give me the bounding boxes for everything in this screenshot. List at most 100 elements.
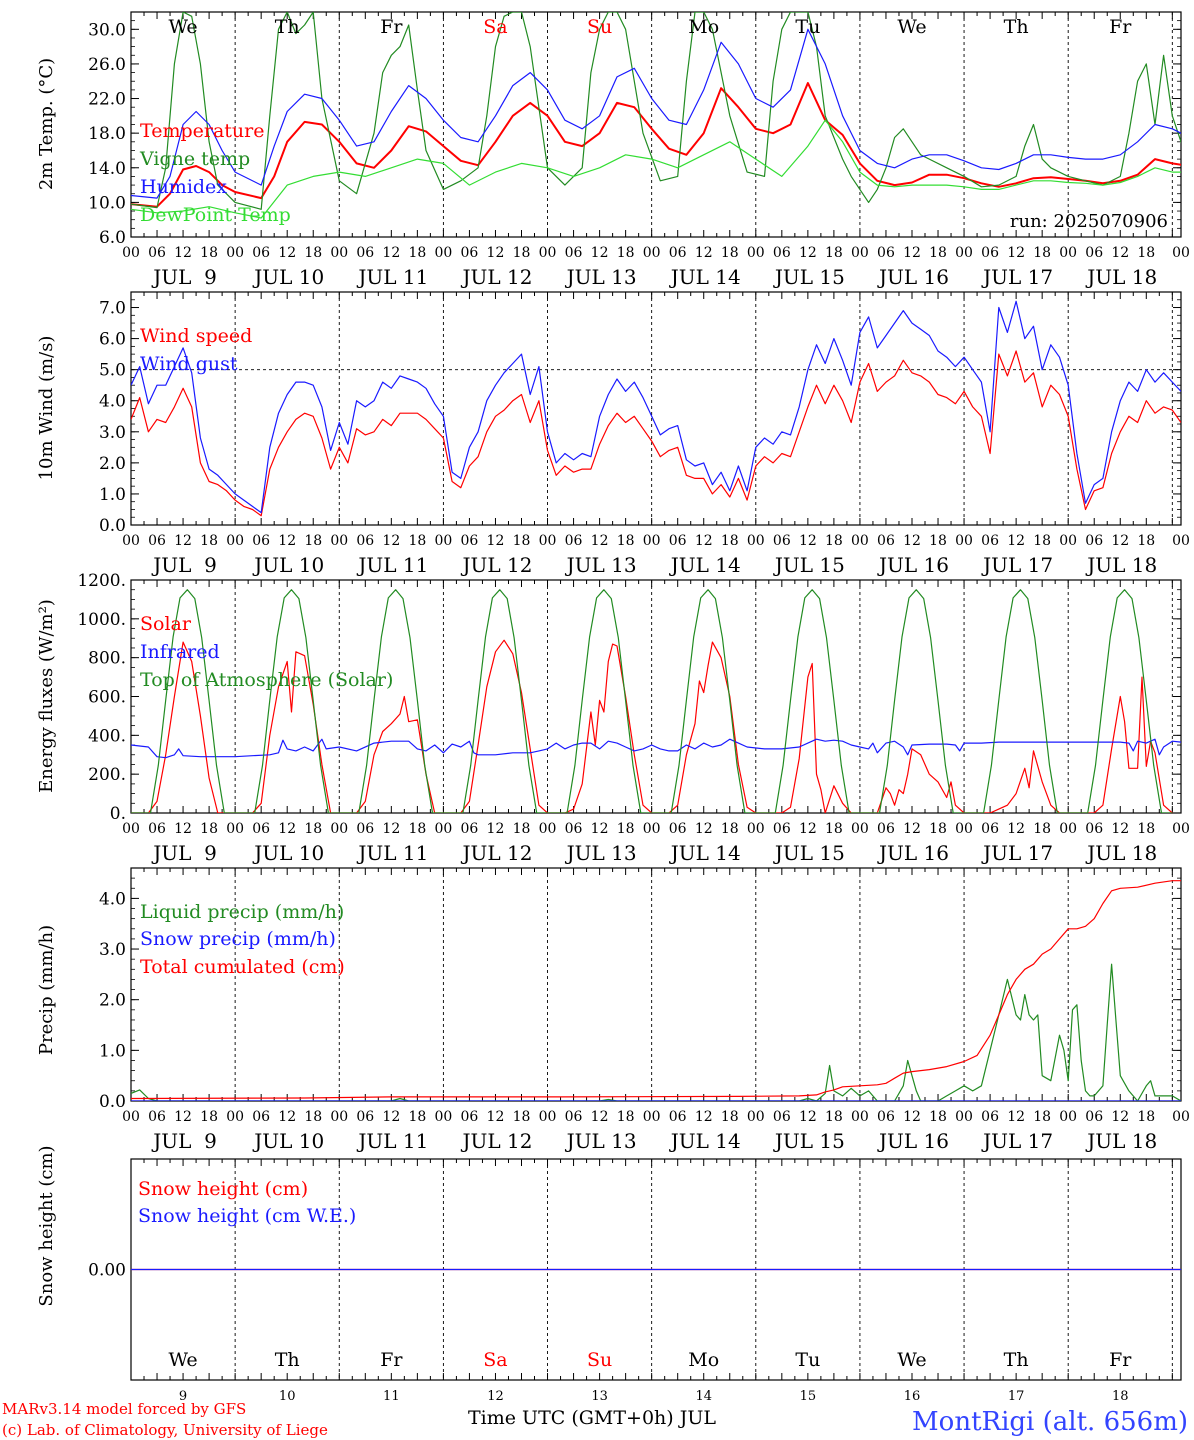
hour-tick-label: 00: [1059, 1109, 1077, 1125]
date-label: JUL 9: [151, 265, 217, 289]
y-tick-label: 18.0: [88, 124, 126, 144]
date-label: JUL 12: [460, 553, 532, 577]
weekday-label: Sa: [483, 1349, 507, 1371]
series-liquid-precip-mm-h-: [131, 963, 1181, 1101]
weekday-label: Tu: [795, 16, 820, 38]
hour-tick-label: 00: [851, 245, 869, 261]
y-tick-label: 600.: [88, 688, 126, 708]
hour-tick-label: 12: [1007, 245, 1025, 261]
date-label: JUL 14: [669, 553, 741, 577]
hour-tick-label: 06: [773, 245, 791, 261]
hour-tick-label: 18: [304, 1109, 322, 1125]
date-label: JUL 17: [981, 265, 1053, 289]
weekday-label: Mo: [688, 16, 719, 38]
weekday-label: Su: [587, 16, 612, 38]
hour-tick-label: 12: [903, 533, 921, 549]
y-tick-label: 3.0: [99, 940, 126, 960]
weekday-label: Fr: [380, 1349, 403, 1371]
hour-tick-label: 00: [643, 245, 661, 261]
hour-tick-label: 00: [747, 821, 765, 837]
hour-tick-label: 12: [382, 1109, 400, 1125]
date-label: JUL 18: [1085, 553, 1157, 577]
hour-tick-label: 18: [929, 245, 947, 261]
panel-1: 6.0 10.0 14.0 18.0 22.0 26.0 30.0 2m Temp. (°C)…: [36, 11, 1190, 289]
hour-tick-label: 06: [877, 1109, 895, 1125]
y-tick-label: 200.: [88, 765, 126, 785]
hour-tick-label: 18: [1033, 245, 1051, 261]
hour-tick-label: 18: [825, 245, 843, 261]
hour-tick-label: 18: [721, 821, 739, 837]
date-label: JUL 16: [877, 553, 949, 577]
hour-tick-label: 18: [513, 245, 531, 261]
date-label: JUL 16: [877, 841, 949, 865]
y-tick-label: 22.0: [88, 90, 126, 110]
y-tick-label: 2.0: [99, 991, 126, 1011]
date-number-label: 16: [904, 1389, 921, 1404]
hour-tick-label: 00: [955, 245, 973, 261]
hour-tick-label: 00: [539, 533, 557, 549]
plot-frame: [130, 291, 1182, 526]
panel-5: 0.00 Snow height (cm) Snow height (cm) Snow…: [36, 1145, 1182, 1404]
y-tick-label: 1.0: [99, 485, 126, 505]
hour-tick-label: 00: [539, 245, 557, 261]
hour-tick-label: 06: [356, 533, 374, 549]
y-tick-label: 2.0: [99, 454, 126, 474]
hour-tick-label: 18: [1033, 533, 1051, 549]
hour-tick-label: 18: [304, 821, 322, 837]
hour-tick-label: 00: [955, 533, 973, 549]
weekday-label: We: [168, 16, 197, 38]
y-axis-label: Energy fluxes (W/m²): [36, 599, 57, 793]
hour-tick-label: 00: [1059, 533, 1077, 549]
hour-tick-label: 18: [721, 245, 739, 261]
y-tick-label: 4.0: [99, 889, 126, 909]
station-label: MontRigi (alt. 656m): [912, 1407, 1188, 1437]
legend-liquid-precip-mm-h-: Liquid precip (mm/h): [140, 901, 344, 923]
date-label: JUL 14: [669, 841, 741, 865]
hour-tick-label: 00: [1172, 821, 1190, 837]
hour-tick-label: 00: [434, 533, 452, 549]
hour-tick-label: 06: [669, 533, 687, 549]
date-label: JUL 12: [460, 841, 532, 865]
y-axis-label: 2m Temp. (°C): [36, 58, 57, 190]
date-label: JUL 13: [565, 841, 637, 865]
y-tick-label: 400.: [88, 726, 126, 746]
hour-tick-label: 18: [825, 821, 843, 837]
hour-tick-label: 00: [539, 1109, 557, 1125]
hour-tick-label: 00: [122, 1109, 140, 1125]
series-humidex: [131, 28, 1181, 199]
hour-tick-label: 00: [643, 821, 661, 837]
date-label: JUL 14: [669, 265, 741, 289]
hour-tick-label: 12: [1111, 245, 1129, 261]
hour-tick-label: 12: [695, 533, 713, 549]
hour-tick-label: 00: [1172, 245, 1190, 261]
hour-tick-label: 12: [591, 821, 609, 837]
date-label: JUL 10: [252, 265, 324, 289]
hour-tick-label: 12: [382, 821, 400, 837]
hour-tick-label: 06: [252, 245, 270, 261]
hour-tick-label: 00: [851, 1109, 869, 1125]
hour-tick-label: 00: [226, 821, 244, 837]
hour-tick-label: 12: [903, 1109, 921, 1125]
hour-tick-label: 06: [877, 245, 895, 261]
legend-temperature: Temperature: [140, 120, 264, 142]
series-infrared: [131, 738, 1181, 759]
hour-tick-label: 12: [799, 821, 817, 837]
legend-snow-height-cm-: Snow height (cm): [138, 1178, 308, 1200]
hour-tick-label: 06: [148, 245, 166, 261]
hour-tick-label: 06: [461, 533, 479, 549]
hour-tick-label: 12: [278, 245, 296, 261]
hour-tick-label: 12: [695, 245, 713, 261]
y-tick-label: 6.0: [99, 330, 126, 350]
credit-line-2: (c) Lab. of Climatology, University of L…: [2, 1421, 328, 1439]
y-tick-label: 1000.: [77, 610, 126, 630]
weekday-label: Th: [1004, 1349, 1029, 1371]
weekday-label: We: [897, 16, 926, 38]
hour-tick-label: 12: [174, 1109, 192, 1125]
weekday-label: Th: [1004, 16, 1029, 38]
plot-frame: [130, 579, 1182, 814]
hour-tick-label: 12: [591, 245, 609, 261]
y-tick-label: 4.0: [99, 392, 126, 412]
hour-tick-label: 12: [174, 533, 192, 549]
y-tick-label: 800.: [88, 649, 126, 669]
